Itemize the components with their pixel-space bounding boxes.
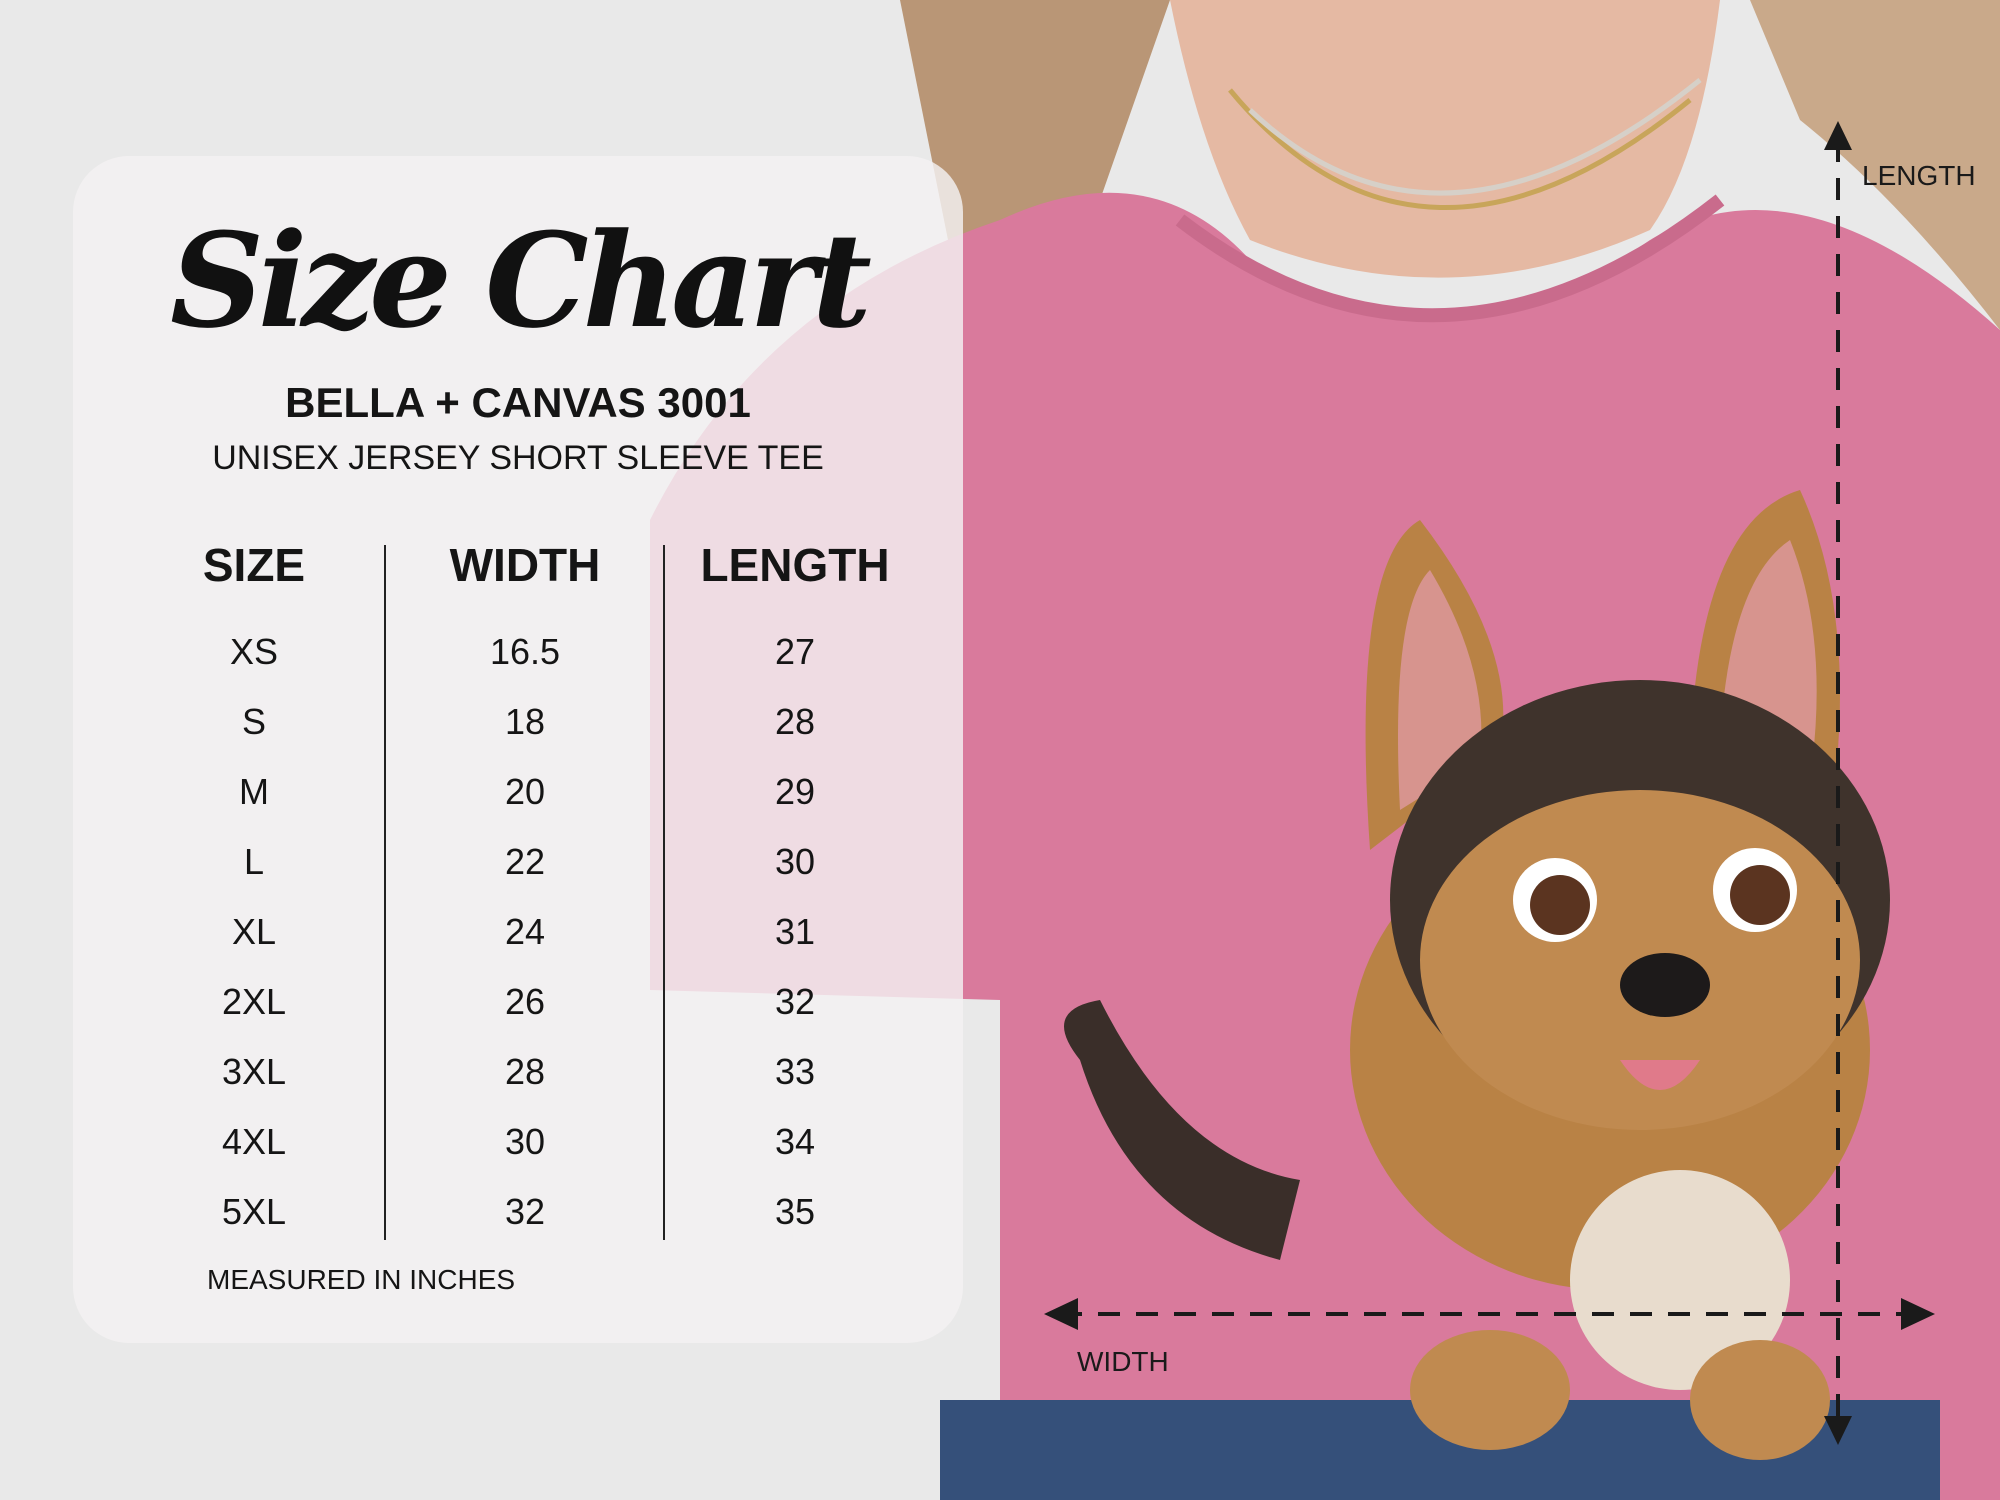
table-cell-size: M (239, 771, 269, 812)
table-cell-length: 33 (774, 1051, 816, 1092)
size-chart-panel: Size Chart BELLA + CANVAS 3001 UNISEX JE… (73, 156, 963, 1343)
width-label: WIDTH (1077, 1346, 1169, 1377)
column-header-size: SIZE (202, 539, 306, 591)
column-divider (663, 545, 665, 1240)
table-cell-length: 30 (774, 841, 816, 882)
table-cell-width: 22 (504, 841, 546, 882)
table-cell-size: XS (229, 631, 279, 672)
length-label: LENGTH (1862, 160, 1976, 191)
table-cell-width: 16.5 (489, 631, 561, 672)
length-arrow (1824, 121, 1852, 1445)
table-cell-width: 30 (504, 1121, 546, 1162)
table-cell-length: 35 (774, 1191, 816, 1232)
table-cell-width: 32 (504, 1191, 546, 1232)
table-cell-size: 2XL (221, 981, 287, 1022)
table-cell-length: 31 (774, 911, 816, 952)
table-cell-size: S (241, 701, 266, 742)
product-subtitle: UNISEX JERSEY SHORT SLEEVE TEE (212, 439, 824, 477)
measurement-note: MEASURED IN INCHES (207, 1264, 516, 1295)
width-arrow (1044, 1298, 1935, 1330)
table-cell-length: 28 (774, 701, 816, 742)
table-cell-width: 18 (504, 701, 546, 742)
table-cell-length: 34 (774, 1121, 816, 1162)
table-cell-width: 24 (504, 911, 546, 952)
column-divider (384, 545, 386, 1240)
table-cell-length: 29 (774, 771, 816, 812)
dog-illustration (1064, 490, 1890, 1460)
brand-name: BELLA + CANVAS 3001 (285, 379, 751, 426)
table-cell-size: L (243, 841, 265, 882)
column-header-width: WIDTH (449, 539, 601, 591)
table-cell-width: 20 (504, 771, 546, 812)
table-cell-size: 3XL (221, 1051, 287, 1092)
table-cell-width: 26 (504, 981, 546, 1022)
table-cell-length: 32 (774, 981, 816, 1022)
page-title: Size Chart (170, 204, 872, 357)
table-cell-size: 4XL (221, 1121, 287, 1162)
table-cell-size: XL (231, 911, 277, 952)
column-header-length: LENGTH (700, 539, 890, 591)
table-cell-width: 28 (504, 1051, 546, 1092)
table-cell-size: 5XL (221, 1191, 287, 1232)
table-cell-length: 27 (774, 631, 816, 672)
